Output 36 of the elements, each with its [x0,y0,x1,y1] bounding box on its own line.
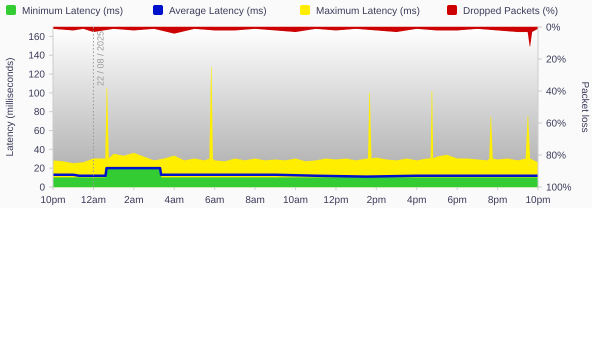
y2-tick-label: 20% [546,54,566,66]
x-tick-label: 6pm [447,195,467,206]
y-tick-label: 0 [39,182,46,194]
y-axis-title: Latency (milliseconds) [5,58,16,156]
y2-tick-label: 80% [546,150,566,162]
x-tick-label: 10am [282,195,308,206]
y2-tick-label: 60% [546,118,566,130]
x-tick-label: 2pm [366,195,386,206]
x-tick-label: 8pm [488,195,508,206]
x-tick-label: 4am [164,195,184,206]
y2-tick-label: 40% [546,86,566,98]
y-tick-label: 20 [34,164,46,175]
y2-tick-label: 100% [546,182,572,194]
y-tick-label: 140 [28,50,46,62]
x-tick-label: 2am [124,195,144,206]
y-tick-label: 80 [34,107,46,118]
legend-label: Maximum Latency (ms) [316,6,420,17]
x-tick-label: 6am [204,195,224,206]
x-tick-label: 8am [245,195,265,206]
ref-line-label: 22 / 08 / 2025 [95,31,106,86]
x-tick-label: 12am [80,195,106,206]
line-series [52,166,540,178]
legend-label: Dropped Packets (%) [463,6,558,17]
legend-label: Average Latency (ms) [169,6,267,17]
y2-tick-label: 0% [546,22,561,34]
y2-axis-title: Packet loss [579,81,590,133]
x-tick-label: 10pm [40,195,66,206]
y-tick-label: 40 [34,144,46,156]
x-tick-label: 12pm [323,195,348,206]
y-tick-label: 100 [28,88,46,100]
x-tick-label: 10pm [525,195,551,206]
y-tick-label: 60 [34,126,46,138]
y-tick-label: 160 [28,32,46,43]
legend-label: Minimum Latency (ms) [22,6,124,17]
x-tick-label: 4pm [407,195,426,206]
y-tick-label: 120 [28,70,46,81]
